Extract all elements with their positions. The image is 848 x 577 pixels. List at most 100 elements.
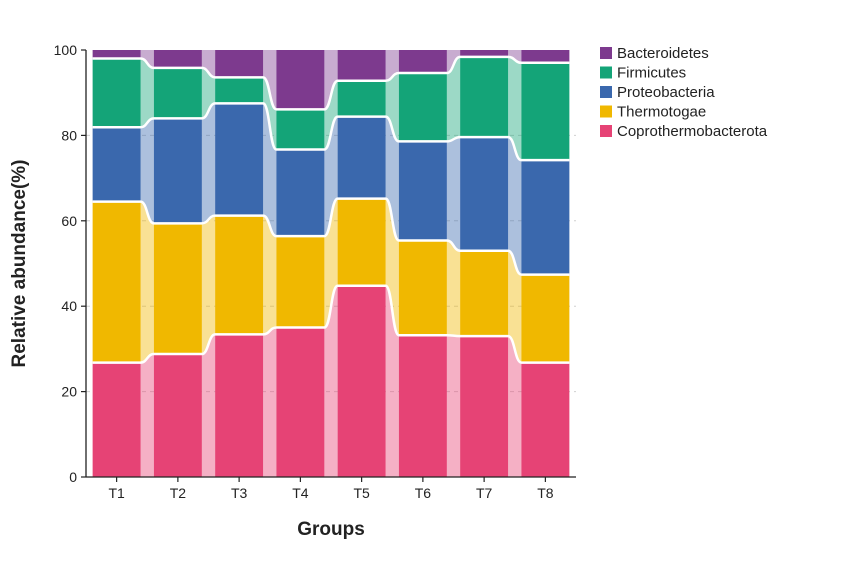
bar-segment-coprothermobacterota-t3 (215, 334, 264, 477)
x-tick-label: T7 (476, 485, 493, 501)
y-tick-label: 0 (69, 469, 77, 485)
bar-segment-proteobacteria-t8 (521, 160, 570, 275)
bar-segment-coprothermobacterota-t1 (92, 362, 141, 477)
x-tick-label: T2 (170, 485, 187, 501)
legend-label: Bacteroidetes (617, 45, 709, 62)
legend-swatch (600, 47, 612, 59)
flow-band-firmicutes (263, 77, 277, 150)
bar-segment-coprothermobacterota-t6 (398, 335, 447, 477)
flow-band-thermotogae (263, 215, 277, 335)
flow-band-bacteroidetes (263, 50, 277, 110)
boundary-line (92, 102, 570, 162)
bar-segment-proteobacteria-t6 (398, 141, 447, 241)
flow-band-coprothermobacterota (324, 285, 338, 477)
flow-band-bacteroidetes (140, 50, 154, 68)
bar-segment-bacteroidetes-t4 (276, 50, 325, 110)
bar-segment-firmicutes-t6 (398, 73, 447, 142)
axis-ticks: 0 20 40 60 80 100 T1 T2 T3 T4 T5 T6 T7 T8 (54, 42, 554, 501)
flow-band-coprothermobacterota (508, 336, 522, 477)
flow-band-firmicutes (201, 67, 216, 119)
legend-swatch (600, 86, 612, 98)
bar-segment-firmicutes-t5 (337, 80, 386, 117)
y-tick-label: 20 (61, 384, 77, 400)
bar-segment-coprothermobacterota-t4 (276, 327, 325, 477)
bar-segment-thermotogae-t2 (153, 223, 202, 355)
legend-swatch (600, 125, 612, 137)
bar-segment-firmicutes-t2 (153, 67, 202, 119)
flow-band-bacteroidetes (201, 50, 216, 78)
flow-band-firmicutes (324, 80, 338, 150)
x-tick-label: T6 (415, 485, 432, 501)
boundary-line (92, 55, 570, 111)
flow-band-firmicutes (508, 56, 522, 161)
flow-band-thermotogae (508, 250, 522, 363)
bar-segment-thermotogae-t6 (398, 240, 447, 336)
bar-segment-bacteroidetes-t5 (337, 50, 386, 81)
axes (85, 50, 576, 478)
flow-band-proteobacteria (446, 137, 461, 251)
flow-band-thermotogae (140, 201, 154, 363)
bar-segment-firmicutes-t7 (460, 56, 509, 138)
flow-band-thermotogae (446, 240, 461, 337)
flow-bands (140, 50, 522, 477)
bar-segment-proteobacteria-t3 (215, 103, 264, 216)
flow-band-proteobacteria (385, 116, 399, 241)
y-tick-label: 80 (61, 127, 77, 143)
flow-band-coprothermobacterota (385, 285, 399, 477)
y-axis-title: Relative abundance(%) (9, 160, 30, 368)
stacked-bars (92, 50, 570, 477)
bar-segment-thermotogae-t8 (521, 274, 570, 363)
bar-segment-bacteroidetes-t1 (92, 50, 141, 59)
bar-segment-bacteroidetes-t6 (398, 50, 447, 74)
flow-band-thermotogae (324, 198, 338, 328)
x-tick-label: T1 (108, 485, 125, 501)
flow-band-proteobacteria (140, 118, 154, 224)
flow-band-bacteroidetes (446, 50, 461, 74)
flow-band-coprothermobacterota (263, 327, 277, 477)
legend-label: Thermotogae (617, 104, 706, 121)
flow-band-thermotogae (201, 215, 216, 355)
bar-segment-thermotogae-t5 (337, 198, 386, 286)
legend: Bacteroidetes Firmicutes Proteobacteria The… (600, 45, 768, 140)
bar-segment-firmicutes-t8 (521, 62, 570, 161)
flow-band-firmicutes (446, 56, 461, 142)
x-axis-title: Groups (297, 519, 365, 540)
x-tick-label: T5 (353, 485, 370, 501)
bar-segment-thermotogae-t1 (92, 201, 141, 363)
bar-segment-bacteroidetes-t7 (460, 50, 509, 57)
bar-segment-coprothermobacterota-t2 (153, 354, 202, 477)
bar-segment-coprothermobacterota-t8 (521, 362, 570, 477)
legend-swatch (600, 66, 612, 79)
bar-segment-proteobacteria-t4 (276, 149, 325, 237)
bar-segment-coprothermobacterota-t5 (337, 285, 386, 477)
flow-band-bacteroidetes (508, 50, 522, 63)
flow-band-firmicutes (385, 73, 399, 142)
bar-segment-firmicutes-t3 (215, 77, 264, 104)
x-tick-label: T3 (231, 485, 248, 501)
bar-segment-thermotogae-t7 (460, 250, 509, 337)
bar-segment-firmicutes-t1 (92, 58, 141, 128)
bar-segment-bacteroidetes-t8 (521, 50, 570, 63)
boundary-line (92, 197, 570, 276)
bar-segment-bacteroidetes-t2 (153, 50, 202, 68)
y-tick-label: 40 (61, 298, 77, 314)
legend-label: Firmicutes (617, 65, 686, 82)
x-tick-label: T8 (537, 485, 554, 501)
flow-band-thermotogae (385, 198, 399, 336)
flow-band-proteobacteria (263, 103, 277, 237)
legend-label: Coprothermobacterota (617, 123, 768, 140)
bar-segment-proteobacteria-t5 (337, 116, 386, 199)
flow-band-firmicutes (140, 58, 154, 128)
bar-segment-thermotogae-t4 (276, 236, 325, 328)
flow-band-coprothermobacterota (446, 335, 461, 477)
flow-band-coprothermobacterota (201, 334, 216, 477)
bar-segment-proteobacteria-t7 (460, 137, 509, 251)
x-tick-label: T4 (292, 485, 309, 501)
bar-segment-coprothermobacterota-t7 (460, 336, 509, 477)
y-tick-label: 100 (54, 42, 78, 58)
flow-band-proteobacteria (201, 103, 216, 224)
y-tick-label: 60 (61, 213, 77, 229)
legend-swatch (600, 105, 612, 118)
flow-band-proteobacteria (508, 137, 522, 275)
